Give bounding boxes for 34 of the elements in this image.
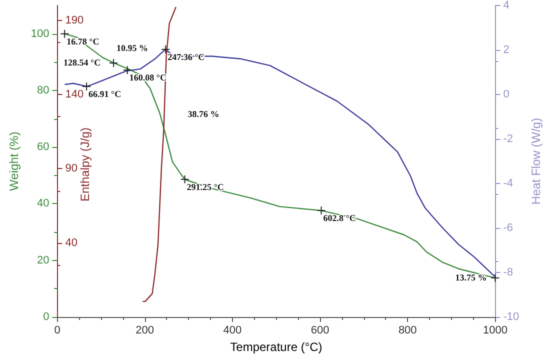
y2-tick-label: 0 <box>503 88 510 100</box>
x-tick-label: 400 <box>223 324 242 336</box>
x-tick-label: 800 <box>398 324 417 336</box>
y2-tick-label: -6 <box>503 222 513 234</box>
annotation: 10.95 % <box>116 42 148 53</box>
x-axis-title: Temperature (°C) <box>230 340 322 354</box>
x-tick-label: 600 <box>310 324 330 336</box>
y2-tick-label: -10 <box>503 311 520 323</box>
y2-axis-title: Heat Flow (W/g) <box>529 118 543 205</box>
y-tick-label: 20 <box>37 254 50 266</box>
y3-tick-label: 40 <box>65 236 78 249</box>
y-tick-label: 0 <box>43 311 50 323</box>
y2-tick-label: -8 <box>503 266 513 278</box>
x-tick-label: 0 <box>54 324 60 336</box>
y-tick-label: 80 <box>37 84 50 96</box>
y2-tick-label: -2 <box>503 133 513 145</box>
y3-tick-label: 190 <box>65 14 84 26</box>
y2-tick-label: 2 <box>503 44 510 56</box>
annotation: 66.91 °C <box>88 88 122 99</box>
y3-axis-title: Enthalpy (J/g) <box>78 127 92 202</box>
annotation: 38.76 % <box>188 108 220 119</box>
y2-tick-label: 4 <box>503 0 510 12</box>
y-tick-label: 40 <box>37 198 50 210</box>
annotation: 13.75 % <box>455 272 487 282</box>
x-tick-label: 1000 <box>482 324 508 336</box>
x-tick-label: 200 <box>136 324 154 336</box>
y2-tick-label: -4 <box>503 178 513 190</box>
y-axis-title: Weight (%) <box>7 132 21 191</box>
annotation: 291.25 °C <box>186 182 224 192</box>
annotation: 128.54 °C <box>64 57 101 68</box>
y-tick-label: 100 <box>30 28 50 40</box>
y3-tick-label: 90 <box>65 162 78 175</box>
y3-tick-label: 140 <box>65 88 84 100</box>
y-tick-label: 60 <box>37 141 50 154</box>
